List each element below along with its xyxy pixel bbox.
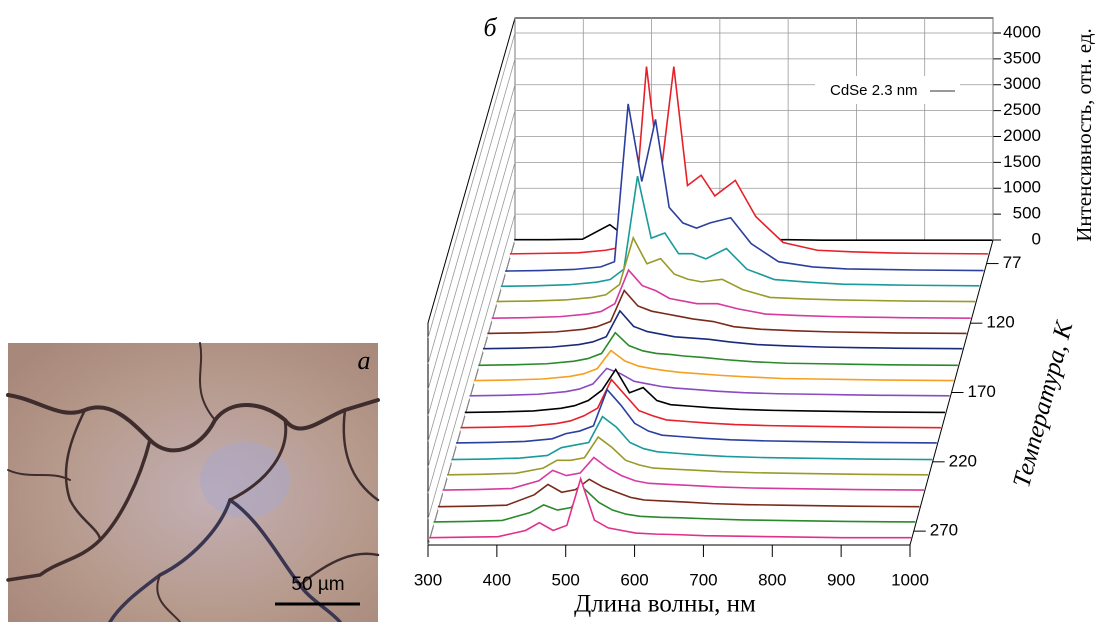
side-wall	[427, 17, 516, 546]
side-grid-line	[427, 110, 516, 416]
y-tick-label: 2500	[1003, 100, 1041, 119]
annotation-box	[815, 76, 960, 104]
panel-label: б	[483, 13, 497, 42]
z-tick-label: 170	[968, 382, 996, 401]
x-tick-label: 500	[552, 570, 580, 589]
spectrum-line	[500, 175, 980, 288]
panel-label: а	[358, 346, 371, 375]
occluder	[491, 270, 971, 322]
y-tick-label: 500	[1013, 204, 1041, 223]
occluder	[433, 489, 916, 526]
occluder	[464, 369, 946, 417]
occluder	[500, 176, 980, 290]
y-tick-label: 3000	[1003, 74, 1041, 93]
occluder	[469, 368, 950, 400]
cracks	[6, 342, 380, 622]
occluder	[442, 457, 924, 494]
side-grid-line	[427, 58, 516, 364]
occluder	[509, 66, 989, 259]
spectrum-line	[509, 66, 989, 255]
spectrum-line	[482, 309, 963, 350]
side-grid-line	[427, 188, 516, 494]
back-wall	[514, 17, 994, 241]
y-tick-label: 2000	[1003, 126, 1041, 145]
spectrum-line	[505, 103, 984, 272]
occluder	[478, 332, 958, 369]
spectrum-line	[460, 378, 941, 429]
side-grid-line	[427, 84, 516, 390]
micrograph: а 50 µm	[6, 342, 380, 622]
spectrum-line	[451, 415, 933, 461]
occluder	[496, 237, 976, 306]
occluder	[460, 379, 941, 432]
x-tick-label: 300	[414, 570, 442, 589]
spectrum-line	[446, 435, 929, 476]
spectrum-line	[487, 289, 967, 335]
spectrum-line	[429, 476, 912, 539]
spectrum-line	[478, 331, 958, 367]
occluder	[446, 437, 929, 479]
spectrum-line	[469, 367, 950, 397]
scale-bar-label: 50 µm	[291, 574, 344, 595]
waterfall-chart: б 0 500 1000 1500 2000 2500 3000 3500 4000 300 400…	[414, 13, 1096, 618]
x-tick-label: 400	[483, 570, 511, 589]
z-axis-label: Температура, К	[1008, 317, 1079, 490]
side-grid-line	[427, 214, 516, 520]
y-axis-label: Интенсивность, отн. ед.	[1072, 28, 1096, 242]
spectrum-line	[491, 268, 971, 319]
x-axis-label: Длина волны, нм	[574, 591, 756, 618]
spectrum-line	[442, 456, 924, 491]
z-tick-label: 77	[1003, 253, 1022, 272]
spectrum-line	[496, 235, 976, 303]
spectrum-line	[433, 488, 916, 523]
y-tick-label: 1000	[1003, 178, 1041, 197]
spectrum-line	[464, 367, 946, 414]
side-grid-line	[427, 239, 516, 546]
x-tick-label: 700	[689, 570, 717, 589]
micrograph-image	[8, 343, 378, 622]
z-tick-label: 220	[949, 451, 977, 470]
side-grid-line	[427, 162, 516, 468]
side-grid-line	[427, 32, 516, 339]
occluder	[451, 416, 933, 464]
occluder	[487, 290, 967, 338]
x-tick-label: 600	[620, 570, 648, 589]
y-tick-label: 0	[1032, 229, 1041, 248]
y-tick-label: 3500	[1003, 48, 1041, 67]
spectrum-line	[473, 349, 954, 382]
y-tick-label: 4000	[1003, 22, 1041, 41]
z-tick-label: 120	[986, 313, 1014, 332]
spectrum-line	[456, 388, 937, 444]
occluder	[473, 350, 954, 385]
spectrum-line	[437, 478, 920, 508]
x-tick-label: 900	[827, 570, 855, 589]
x-tick-label: 800	[758, 570, 786, 589]
occluder	[482, 310, 963, 353]
side-grid-line	[427, 136, 516, 442]
x-tick-label: 1000	[891, 570, 929, 589]
occluder	[437, 479, 920, 511]
y-tick-label: 1500	[1003, 152, 1041, 171]
occluder	[505, 103, 984, 275]
annotation: CdSe 2.3 nm	[830, 82, 918, 99]
bluish-spot	[200, 442, 290, 518]
z-tick-label: 270	[930, 521, 958, 540]
